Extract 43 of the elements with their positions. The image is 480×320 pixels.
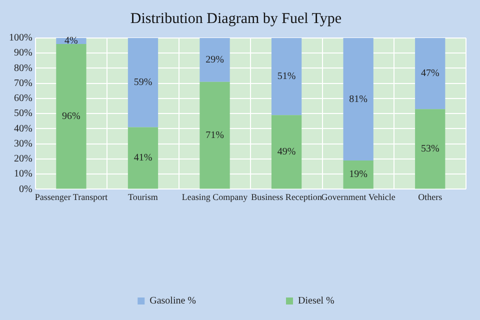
legend-label: Gasoline %: [150, 296, 196, 307]
y-tick-label: 0%: [18, 184, 32, 195]
x-tick-label: Tourism: [128, 192, 158, 202]
legend-label: Diesel %: [298, 296, 334, 307]
data-label: 4%: [64, 36, 78, 47]
bar: [200, 82, 230, 189]
x-tick-label: Government Vehicle: [321, 192, 396, 202]
y-tick-label: 90%: [14, 48, 32, 59]
bar: [271, 38, 302, 116]
y-tick-label: 80%: [14, 62, 32, 74]
data-label: 53%: [420, 144, 440, 155]
x-tick-label: Business Reception: [251, 192, 322, 202]
bar: [200, 38, 230, 82]
bar: [56, 44, 86, 189]
data-label: 81%: [349, 94, 368, 105]
y-tick-label: 60%: [14, 93, 32, 104]
bar: [128, 38, 158, 128]
data-label: 19%: [349, 169, 368, 180]
x-tick-label: Others: [418, 192, 443, 202]
x-tick-label: Leasing Company: [182, 192, 248, 202]
y-tick-label: 50%: [14, 108, 32, 120]
y-tick-label: 20%: [14, 154, 32, 165]
data-label: 96%: [62, 111, 80, 122]
data-label: 49%: [277, 146, 296, 158]
bar: [271, 115, 302, 189]
y-tick-label: 70%: [14, 78, 32, 89]
data-label: 29%: [206, 54, 224, 66]
bar: [343, 160, 374, 189]
y-tick-label: 40%: [14, 123, 32, 134]
data-label: 41%: [134, 152, 152, 164]
data-label: 51%: [277, 71, 296, 82]
y-tick-label: 100%: [8, 32, 32, 44]
bar: [128, 127, 158, 189]
chart-title: Distribution Diagram by Fuel Type: [130, 10, 342, 27]
bar: [415, 109, 446, 189]
data-label: 47%: [420, 68, 440, 80]
data-label: 71%: [206, 130, 224, 141]
x-tick-label: Passenger Transport: [34, 192, 108, 202]
y-tick-label: 30%: [14, 138, 32, 150]
bar: [415, 38, 446, 110]
bar: [343, 38, 374, 160]
y-tick-label: 10%: [14, 168, 32, 180]
data-label: 59%: [134, 77, 152, 88]
